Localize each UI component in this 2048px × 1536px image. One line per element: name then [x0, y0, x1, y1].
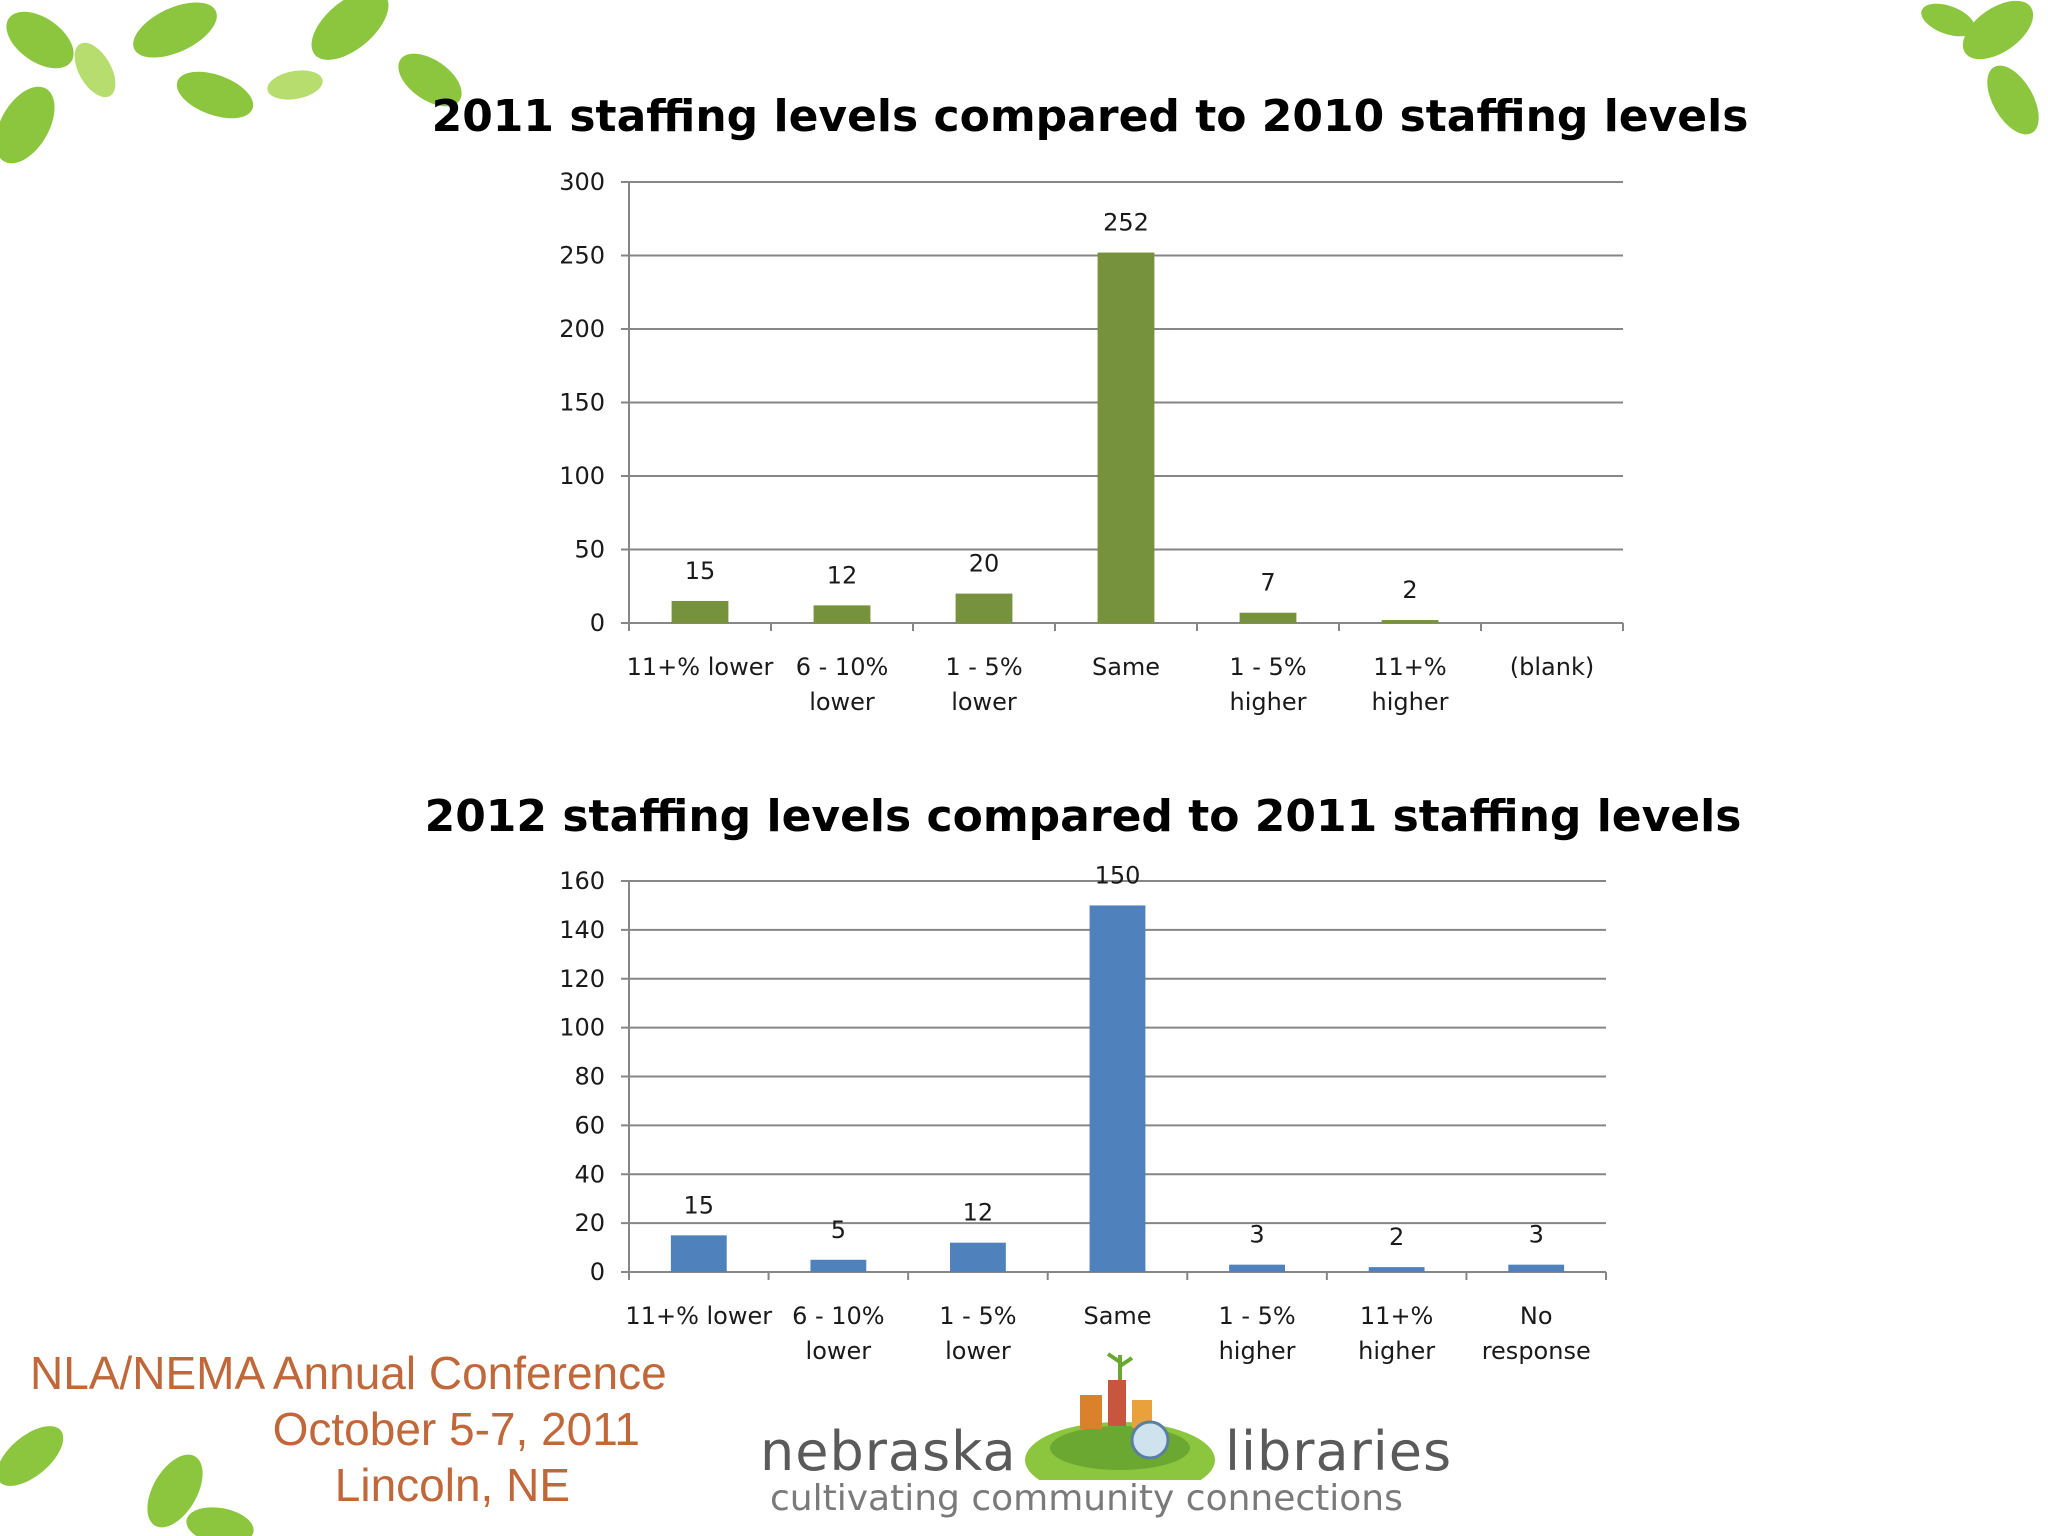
chart-1-category-label: 6 - 10% lower — [796, 653, 889, 716]
chart-1-bar — [1097, 252, 1155, 623]
logo-word-nebraska: nebraska — [760, 1420, 1017, 1483]
chart-2-category-label: Same — [1083, 1302, 1151, 1330]
chart-1-ytick-label: 200 — [559, 315, 605, 343]
leaf-decoration-top-left — [0, 0, 462, 164]
conference-dates: October 5-7, 2011 — [272, 1403, 640, 1455]
chart-2-bar — [1089, 905, 1146, 1272]
chart-2-category-label: 1 - 5% higher — [1218, 1302, 1295, 1365]
logo-word-libraries: libraries — [1225, 1420, 1453, 1483]
logo-tagline: cultivating community connections — [770, 1478, 1403, 1519]
chart-1-data-label: 2 — [1402, 576, 1417, 604]
chart-2-bar — [950, 1242, 1006, 1272]
chart-1-category-label: 1 - 5% lower — [945, 653, 1022, 716]
chart-1-category-label: 1 - 5% higher — [1229, 653, 1306, 716]
chart-1-data-label: 20 — [969, 550, 1000, 578]
chart-1-ytick-label: 300 — [559, 168, 605, 196]
chart-1-data-label: 7 — [1260, 569, 1275, 597]
leaf-decoration-top-right — [1921, 0, 2039, 135]
chart-2-bar — [810, 1259, 867, 1272]
chart-2-ytick-label: 160 — [559, 867, 605, 895]
chart-1-2011-staffing: 0 50 100 150 200 250 300 15 11+% lower 12 6 - 10% l… — [559, 168, 1624, 716]
chart-2-2012-staffing: 0 20 40 60 80 100 120 140 160 15 11+% lower 5 6 - 10… — [559, 861, 1607, 1365]
chart-2-category-label: 1 - 5% lower — [939, 1302, 1016, 1365]
chart-2-data-label: 12 — [963, 1199, 994, 1227]
chart-2-ytick-label: 20 — [574, 1209, 605, 1237]
chart-1-category-label: Same — [1092, 653, 1160, 681]
conference-info: NLA/NEMA Annual Conference October 5-7, … — [30, 1345, 670, 1513]
chart-2-data-label: 150 — [1095, 861, 1141, 889]
chart-1-ytick-label: 0 — [590, 609, 605, 637]
chart-2-ytick-label: 40 — [574, 1160, 605, 1188]
chart-2-ytick-label: 100 — [559, 1014, 605, 1042]
chart-2-category-label: No response — [1482, 1302, 1591, 1365]
chart-2-bar — [1508, 1264, 1565, 1272]
chart-1-ytick-label: 100 — [559, 462, 605, 490]
leaf-decoration-bottom-left — [0, 1426, 254, 1536]
chart-2-category-label: 11+% higher — [1358, 1302, 1435, 1365]
chart-1-ytick-label: 250 — [559, 242, 605, 270]
chart-1-bar — [955, 593, 1013, 623]
chart-2-category-label: 6 - 10% lower — [792, 1302, 885, 1365]
chart-1-bar — [813, 605, 871, 623]
chart-1-category-label: (blank) — [1510, 653, 1594, 681]
chart-1-data-label: 15 — [685, 557, 716, 585]
chart-2-bar — [670, 1235, 727, 1272]
chart-1-ytick-label: 50 — [574, 536, 605, 564]
chart-2-ytick-label: 60 — [574, 1111, 605, 1139]
chart-2-data-label: 15 — [684, 1191, 715, 1219]
chart-1-category-label: 11+% higher — [1372, 653, 1449, 716]
chart-2-data-label: 5 — [831, 1216, 846, 1244]
chart-2-ytick-label: 140 — [559, 916, 605, 944]
logo-hill-illustration — [1025, 1352, 1215, 1480]
chart-2-ytick-label: 0 — [590, 1258, 605, 1286]
chart-1-bar — [671, 600, 729, 623]
chart-2-bar — [1229, 1264, 1285, 1272]
conference-name: NLA/NEMA Annual Conference — [30, 1347, 667, 1399]
chart-1-data-label: 252 — [1103, 209, 1149, 237]
chart-2-data-label: 3 — [1249, 1221, 1264, 1249]
chart-1-bar — [1381, 620, 1439, 623]
chart-1-data-label: 12 — [827, 561, 858, 589]
conference-location: Lincoln, NE — [334, 1459, 570, 1511]
nebraska-libraries-logo: nebraska libraries cultivating community… — [760, 1350, 1451, 1530]
chart-2-category-label: 11+% lower — [625, 1302, 772, 1330]
chart-2-ytick-label: 80 — [574, 1063, 605, 1091]
chart-1-bar — [1239, 612, 1297, 623]
chart-1-ytick-label: 150 — [559, 389, 605, 417]
chart-2-data-label: 3 — [1529, 1221, 1544, 1249]
chart-2-ytick-label: 120 — [559, 965, 605, 993]
chart-2-data-label: 2 — [1389, 1223, 1404, 1251]
chart-2-bar — [1368, 1267, 1425, 1272]
chart-1-category-label: 11+% lower — [627, 653, 774, 681]
